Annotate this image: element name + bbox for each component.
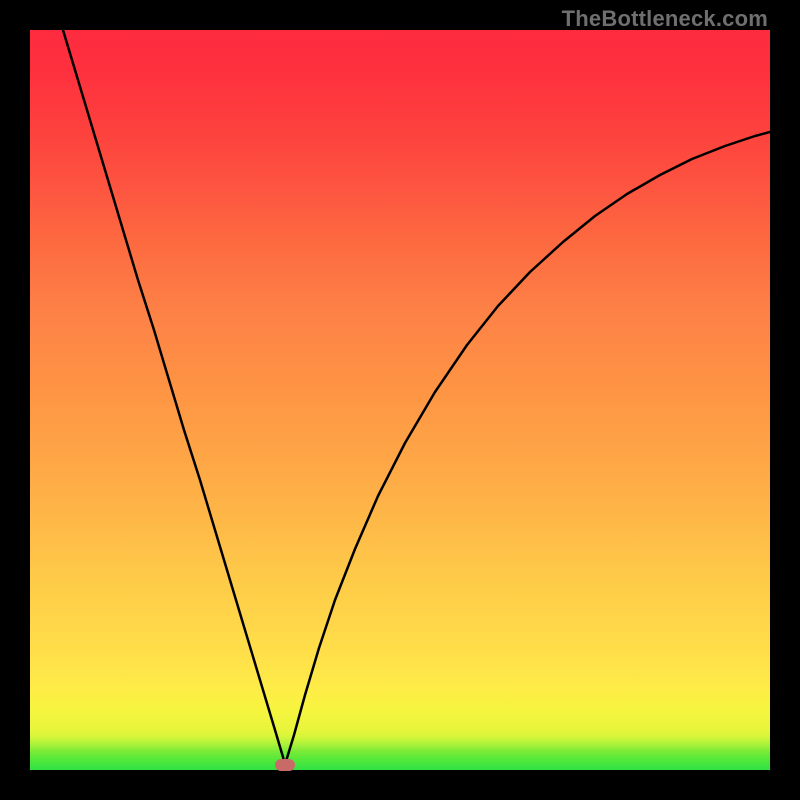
plot-area <box>30 30 770 770</box>
bottleneck-curve <box>30 30 770 770</box>
minimum-marker <box>275 759 295 771</box>
attribution-text: TheBottleneck.com <box>562 6 768 32</box>
